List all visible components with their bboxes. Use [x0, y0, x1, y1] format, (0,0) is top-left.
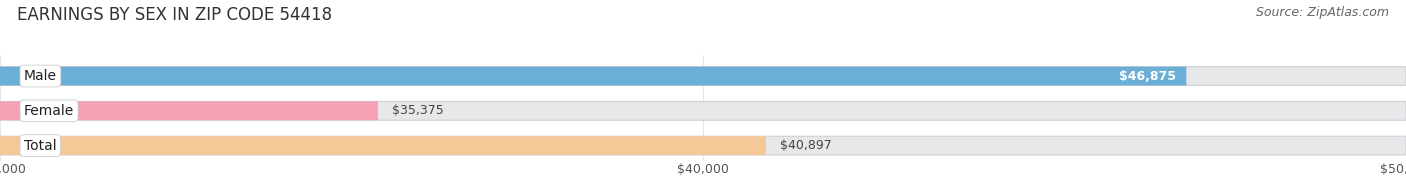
Text: $46,875: $46,875: [1119, 70, 1175, 83]
Text: Female: Female: [24, 104, 75, 118]
FancyBboxPatch shape: [0, 136, 1406, 155]
FancyBboxPatch shape: [0, 102, 1406, 120]
Text: EARNINGS BY SEX IN ZIP CODE 54418: EARNINGS BY SEX IN ZIP CODE 54418: [17, 6, 332, 24]
Text: Total: Total: [24, 139, 56, 153]
Text: $35,375: $35,375: [392, 104, 444, 117]
FancyBboxPatch shape: [0, 102, 378, 120]
Text: Male: Male: [24, 69, 56, 83]
Text: $40,897: $40,897: [780, 139, 832, 152]
FancyBboxPatch shape: [0, 136, 766, 155]
Text: Source: ZipAtlas.com: Source: ZipAtlas.com: [1256, 6, 1389, 19]
FancyBboxPatch shape: [0, 67, 1406, 85]
FancyBboxPatch shape: [0, 67, 1187, 85]
